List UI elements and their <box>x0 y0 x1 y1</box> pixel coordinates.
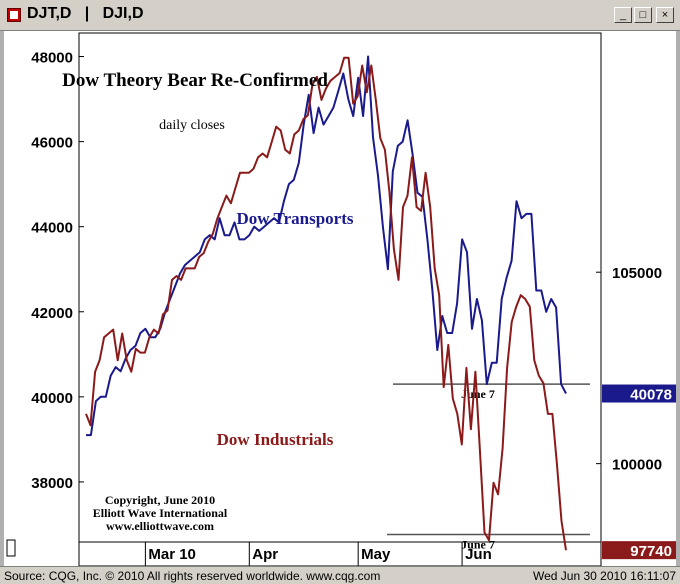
scroll-handle[interactable] <box>6 539 16 557</box>
industrials-last-value-label: 97740 <box>630 543 672 560</box>
chart-subtitle: daily closes <box>159 118 225 133</box>
right-y-axis: 100000 105000 <box>596 265 662 474</box>
status-bar: Source: CQG, Inc. © 2010 All rights rese… <box>0 566 680 584</box>
status-source-text: Source: CQG, Inc. © 2010 All rights rese… <box>4 569 381 583</box>
copyright-line-3: www.elliottwave.com <box>106 519 214 533</box>
plot-frame <box>78 32 602 567</box>
left-y-tick-label: 46000 <box>31 135 73 152</box>
chart-title: Dow Theory Bear Re-Confirmed <box>62 70 328 91</box>
minimize-button[interactable]: _ <box>614 7 632 23</box>
left-y-tick-label: 48000 <box>31 50 73 67</box>
industrials-last-value-box <box>602 541 676 560</box>
transports-reference-label: June 7 <box>461 387 495 401</box>
title-bar[interactable]: DJT,D | DJI,D _ □ × <box>0 0 680 30</box>
last-value-badges: 40078 97740 <box>602 384 676 560</box>
right-scrollbar[interactable] <box>676 31 680 567</box>
chart-svg: 38000 40000 42000 44000 46000 48000 100000 105… <box>0 31 680 567</box>
app-icon[interactable] <box>7 8 21 22</box>
transports-series-label: Dow Transports <box>237 209 354 228</box>
chart-area[interactable]: 38000 40000 42000 44000 46000 48000 100000 105… <box>0 30 680 567</box>
left-scrollbar[interactable] <box>0 31 4 567</box>
copyright-line-1: Copyright, June 2010 <box>105 493 215 507</box>
industrials-series-label: Dow Industrials <box>217 430 334 449</box>
window-title: DJT,D | DJI,D <box>27 5 144 22</box>
close-button[interactable]: × <box>656 7 674 23</box>
x-tick-label: Jun <box>465 546 492 563</box>
status-timestamp: Wed Jun 30 2010 16:11:07 <box>532 569 676 583</box>
x-tick-label: May <box>361 546 391 563</box>
left-y-tick-label: 44000 <box>31 220 73 237</box>
left-y-tick-label: 40000 <box>31 390 73 407</box>
industrials-line <box>85 56 567 551</box>
right-y-tick-label: 100000 <box>612 457 662 474</box>
x-tick-label: Mar 10 <box>148 546 196 563</box>
left-y-tick-label: 42000 <box>31 305 73 322</box>
copyright-line-2: Elliott Wave International <box>93 506 228 520</box>
transports-line <box>86 55 567 437</box>
industrials-reference-label: June 7 <box>461 537 495 551</box>
right-y-tick-label: 105000 <box>612 265 662 282</box>
left-y-tick-label: 38000 <box>31 475 73 492</box>
transports-last-value-label: 40078 <box>630 387 672 404</box>
x-axis: Mar 10 Apr May Jun <box>79 541 601 567</box>
transports-last-value-box <box>602 384 676 403</box>
series-lines <box>85 55 567 551</box>
maximize-button[interactable]: □ <box>634 7 652 23</box>
left-y-axis: 38000 40000 42000 44000 46000 48000 <box>31 50 84 492</box>
x-tick-label: Apr <box>252 546 278 563</box>
